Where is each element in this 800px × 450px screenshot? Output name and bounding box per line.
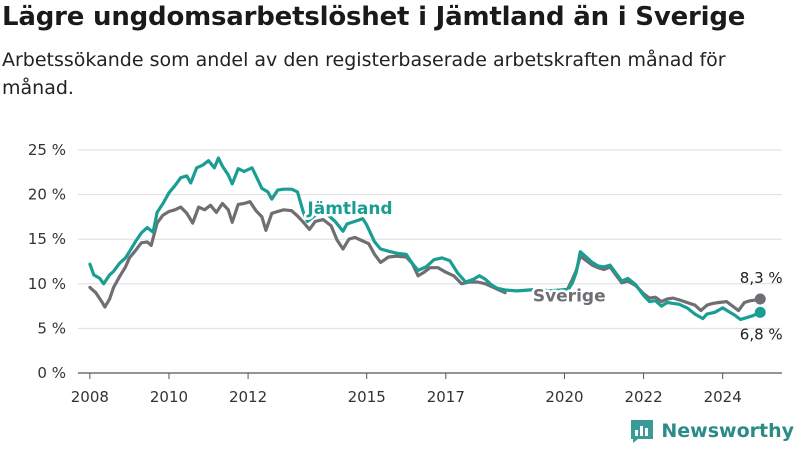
end-value-label: 6,8 % [740,325,783,343]
y-tick-label: 10 % [28,275,66,293]
series-label: Sverige [533,287,606,307]
brand-name: Newsworthy [661,420,794,442]
x-tick-label: 2015 [348,388,386,406]
x-tick-label: 2017 [427,388,465,406]
x-tick-label: 2012 [229,388,267,406]
x-tick-label: 2022 [624,388,662,406]
x-tick-label: 2024 [704,388,742,406]
end-markers: 8,3 % 6,8 % [740,269,783,343]
y-axis: 0 % 5 % 10 % 15 % 20 % 25 % [28,141,66,382]
series-label: Jämtland [306,199,392,219]
chart-subtitle: Arbetssökande som andel av den registerb… [2,49,726,99]
end-marker [754,306,766,318]
series-line-jmtland [88,156,762,322]
series-line-sverige [88,200,507,309]
y-tick-label: 20 % [28,186,66,204]
series-line-sverige [566,254,762,313]
x-tick-label: 2020 [545,388,583,406]
y-tick-label: 0 % [37,364,66,382]
series-label-halo: Jämtland [306,199,392,219]
chart-title: Lägre ungdomsarbetslöshet i Jämtland än … [2,2,746,32]
x-tick-label: 2008 [71,388,109,406]
y-tick-label: 5 % [37,319,66,337]
x-axis: 2008 2010 2012 2015 2017 2020 2022 2024 [71,373,742,406]
x-tick-label: 2010 [150,388,188,406]
series-lines [88,156,762,322]
series-label-halo: Sverige [533,287,606,307]
y-tick-label: 25 % [28,141,66,159]
bar-chart-logo-icon [631,420,654,443]
y-tick-label: 15 % [28,230,66,248]
brand-logo: Newsworthy [629,418,794,444]
grid-lines [78,149,782,374]
end-value-label: 8,3 % [740,269,783,287]
end-marker [754,293,766,305]
